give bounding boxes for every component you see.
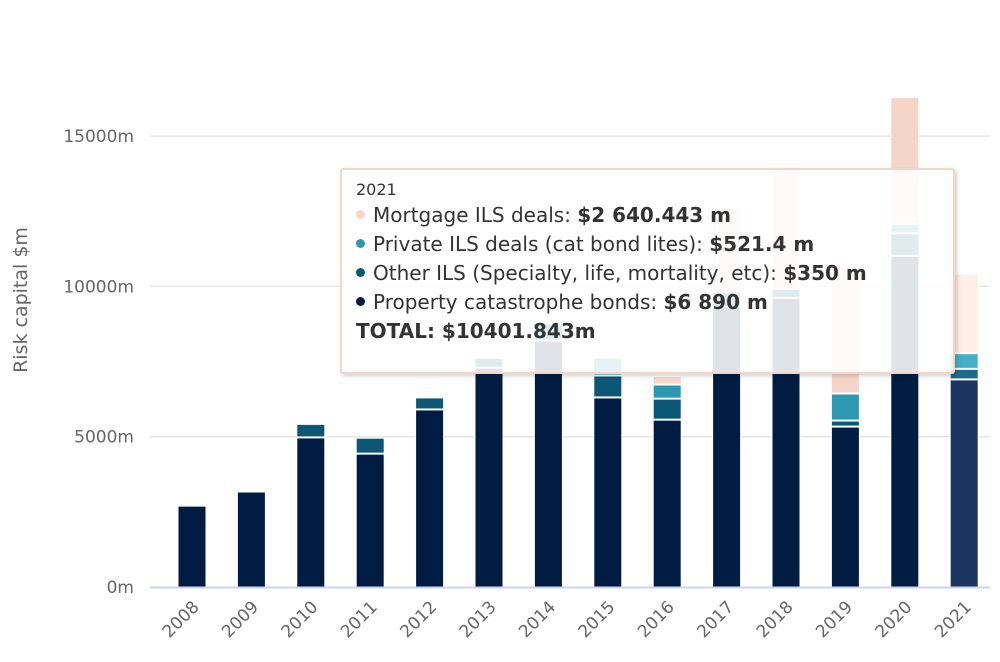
x-tick-label: 2020 (872, 597, 917, 642)
bar-segment-2019-2[interactable] (830, 393, 860, 421)
x-tick-label: 2019 (812, 597, 857, 642)
bar-segment-2009-0[interactable] (236, 491, 266, 588)
x-tick-label: 2011 (337, 597, 382, 642)
series-dot-icon (356, 268, 365, 277)
tooltip-row-label: Other ILS (Specialty, life, mortality, e… (373, 261, 784, 285)
tooltip-row: Property catastrophe bonds: $6 890 m (356, 288, 939, 317)
tooltip-row-label: Private ILS deals (cat bond lites): (373, 232, 710, 256)
tooltip-row: Mortgage ILS deals: $2 640.443 m (356, 201, 939, 230)
x-tick-label: 2021 (931, 597, 976, 642)
tooltip-row: Other ILS (Specialty, life, mortality, e… (356, 259, 939, 288)
x-tick-label: 2015 (575, 597, 620, 642)
x-tick-label: 2012 (396, 597, 441, 642)
x-tick-label: 2016 (634, 597, 679, 642)
series-dot-icon (356, 210, 365, 219)
bar-segment-2016-0[interactable] (652, 419, 682, 588)
bar-segment-2013-0[interactable] (474, 367, 504, 588)
tooltip-row: Private ILS deals (cat bond lites): $521… (356, 230, 939, 259)
tooltip-row-value: $521.4 m (709, 232, 815, 256)
y-tick-label: 15000m (63, 127, 134, 147)
tooltip-row-value: $2 640.443 m (577, 203, 731, 227)
tooltip-total: TOTAL: $10401.843m (356, 319, 596, 343)
bar-segment-2016-1[interactable] (652, 398, 682, 420)
bar-segment-2016-2[interactable] (652, 384, 682, 399)
tooltip-header: 2021 (356, 180, 397, 199)
y-tick-label: 10000m (63, 277, 134, 297)
bar-segment-2008-0[interactable] (177, 505, 207, 588)
bar-segment-2015-1[interactable] (593, 375, 623, 398)
y-axis-title: Risk capital $m (10, 227, 32, 373)
bar-segment-2010-0[interactable] (296, 437, 326, 588)
x-tick-label: 2010 (278, 597, 323, 642)
bar-segment-2019-1[interactable] (830, 420, 860, 427)
bar-segment-2014-0[interactable] (533, 340, 563, 588)
series-dot-icon (356, 297, 365, 306)
x-tick-label: 2013 (456, 597, 501, 642)
y-tick-label: 5000m (74, 428, 134, 448)
tooltip-row-label: Property catastrophe bonds: (373, 290, 664, 314)
series-dot-icon (356, 239, 365, 248)
bar-segment-2011-1[interactable] (355, 437, 385, 454)
y-axis-ticks: 0m 5000m 10000m 15000m (63, 127, 134, 598)
x-tick-label: 2008 (159, 597, 204, 642)
x-tick-label: 2017 (693, 597, 738, 642)
tooltip-row-value: $6 890 m (663, 290, 768, 314)
x-axis-ticks: 2008 2009 2010 2011 2012 2013 2014 2015 2016 2017… (159, 597, 976, 642)
tooltip-row-value: $350 m (783, 261, 867, 285)
bar-segment-2015-0[interactable] (593, 397, 623, 588)
bar-segment-2011-0[interactable] (355, 453, 385, 588)
bar-segment-2019-0[interactable] (830, 426, 860, 588)
x-tick-label: 2014 (515, 597, 560, 642)
bar-segment-2021-1[interactable] (949, 368, 979, 380)
tooltip: 2021 Mortgage ILS deals: $2 640.443 m Pri… (340, 168, 955, 374)
bar-segment-2012-0[interactable] (415, 409, 445, 588)
x-tick-label: 2009 (218, 597, 263, 642)
y-tick-label: 0m (107, 578, 134, 598)
tooltip-row-label: Mortgage ILS deals: (373, 203, 578, 227)
bar-segment-2012-1[interactable] (415, 397, 445, 410)
bar-segment-2021-0[interactable] (949, 379, 979, 588)
x-tick-label: 2018 (753, 597, 798, 642)
bar-segment-2016-3[interactable] (652, 376, 682, 385)
bar-segment-2010-1[interactable] (296, 423, 326, 438)
